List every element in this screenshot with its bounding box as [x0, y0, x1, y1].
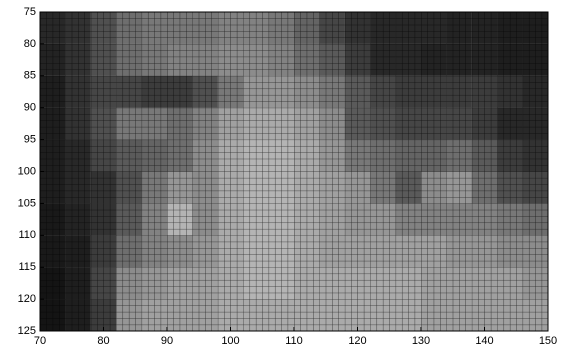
x-tick-label: 140: [475, 335, 493, 347]
x-tick-label: 100: [221, 335, 239, 347]
y-tick-label: 85: [24, 70, 36, 82]
x-tick-label: 150: [539, 335, 557, 347]
y-tick-label: 105: [18, 197, 36, 209]
y-tick-label: 95: [24, 134, 36, 146]
y-tick-label: 90: [24, 102, 36, 114]
x-tick-label: 130: [412, 335, 430, 347]
x-tick-label: 80: [97, 335, 109, 347]
x-tick-label: 120: [348, 335, 366, 347]
x-tick-label: 90: [161, 335, 173, 347]
y-tick-label: 100: [18, 165, 36, 177]
x-tick-label: 110: [285, 335, 303, 347]
y-tick-label: 75: [24, 6, 36, 18]
y-tick-label: 125: [18, 325, 36, 337]
y-tick-label: 110: [18, 229, 36, 241]
y-tick-label: 80: [24, 38, 36, 50]
y-tick-label: 115: [18, 261, 36, 273]
page: {"chart_data": {"type": "heatmap", "colo…: [0, 0, 562, 350]
y-tick-label: 120: [18, 293, 36, 305]
mesh-grid: [40, 12, 548, 331]
chart: 7080901001101201301401507580859095100105…: [0, 0, 562, 350]
